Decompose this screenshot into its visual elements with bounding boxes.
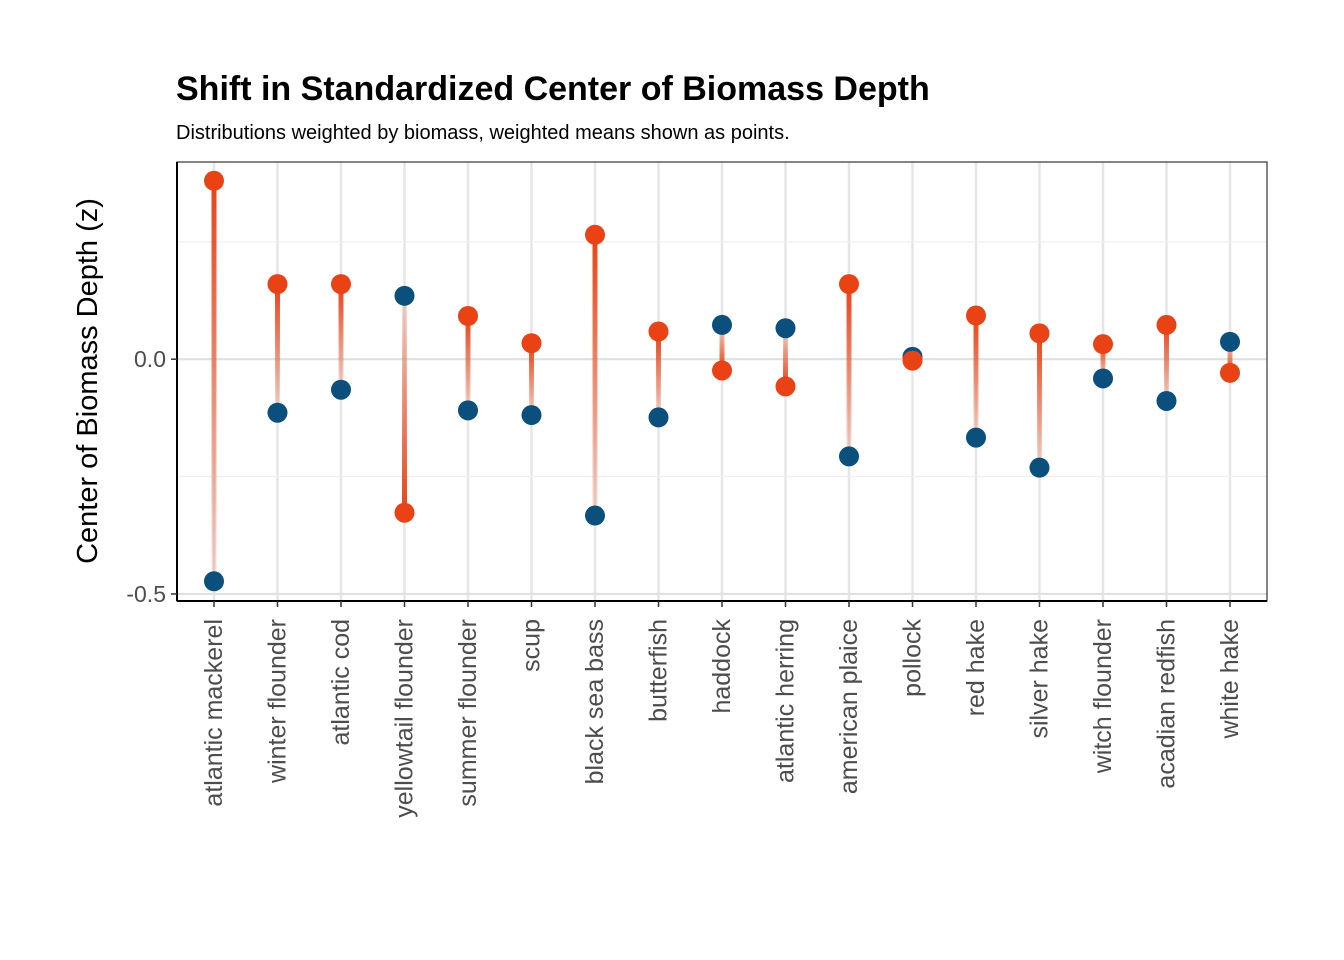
shift-segment (656, 331, 661, 418)
shift-segment (846, 284, 852, 457)
early-mean-point (521, 405, 542, 426)
late-mean-point (585, 224, 605, 245)
x-tick-label: witch flounder (1089, 619, 1117, 774)
mean-points (204, 170, 1240, 592)
early-mean-point (204, 571, 224, 592)
late-mean-point (775, 376, 796, 397)
shift-segment (973, 315, 979, 438)
x-tick-label: black sea bass (581, 619, 609, 784)
x-tick-label: summer flounder (454, 619, 482, 807)
shift-segment (592, 234, 598, 516)
early-mean-point (1029, 457, 1050, 478)
early-mean-point (585, 505, 605, 526)
late-mean-point (839, 274, 859, 295)
shift-segment (719, 324, 725, 371)
shift-segment (1100, 344, 1106, 379)
early-mean-point (712, 314, 732, 335)
shift-segment (1037, 333, 1042, 468)
early-mean-point (1156, 390, 1177, 411)
shift-segment (529, 343, 534, 416)
late-mean-point (458, 306, 478, 327)
x-tick-label: scup (518, 619, 546, 672)
early-mean-point (331, 379, 351, 400)
shift-segments (211, 180, 1233, 582)
x-tick-label: american plaice (835, 619, 863, 794)
shift-segment (1227, 341, 1233, 373)
shift-segment (275, 284, 280, 413)
shift-segment (465, 316, 471, 411)
x-tick-label: white hake (1216, 619, 1244, 740)
early-mean-point (267, 402, 288, 423)
x-tick-label: silver hake (1026, 619, 1054, 739)
x-tick-label: acadian redfish (1153, 619, 1181, 789)
late-mean-point (267, 274, 288, 295)
shift-segment (402, 295, 407, 513)
y-axis-label: Center of Biomass Depth (z) (72, 198, 104, 564)
late-mean-point (204, 170, 224, 191)
x-ticks: atlantic mackerel winter flounder atlantic… (200, 601, 1244, 818)
y-ticks: 0.0 -0.5 (126, 346, 177, 607)
shift-segment (1164, 324, 1169, 401)
x-tick-label: atlantic cod (327, 619, 355, 745)
x-tick-label: haddock (708, 619, 736, 714)
late-mean-point (902, 350, 923, 371)
late-mean-point (1029, 323, 1050, 344)
early-mean-point (1093, 368, 1113, 389)
x-tick-label: butterfish (645, 619, 673, 722)
late-mean-point (966, 305, 986, 326)
late-mean-point (1093, 334, 1113, 355)
early-mean-point (775, 318, 796, 339)
early-mean-point (966, 427, 986, 448)
early-mean-point (394, 285, 415, 306)
late-mean-point (521, 333, 542, 354)
shift-segment (783, 328, 788, 387)
shift-segment (338, 284, 344, 390)
x-tick-label: pollock (899, 619, 927, 697)
x-tick-label: red hake (962, 619, 990, 716)
early-mean-point (839, 446, 859, 467)
late-mean-point (1220, 362, 1240, 383)
late-mean-point (712, 360, 732, 381)
x-tick-label: yellowtail flounder (391, 619, 419, 818)
early-mean-point (648, 407, 669, 428)
late-mean-point (1156, 314, 1177, 335)
late-mean-point (331, 274, 351, 295)
x-tick-label: atlantic herring (772, 619, 800, 783)
x-tick-label: atlantic mackerel (200, 619, 228, 807)
late-mean-point (394, 502, 415, 523)
early-mean-point (1220, 331, 1240, 352)
chart-subtitle: Distributions weighted by biomass, weigh… (176, 122, 790, 144)
early-mean-point (458, 400, 478, 421)
y-tick-label: -0.5 (126, 581, 166, 607)
shift-segment (211, 180, 217, 582)
late-mean-point (648, 321, 669, 342)
y-tick-label: 0.0 (134, 346, 166, 372)
chart-title: Shift in Standardized Center of Biomass … (176, 70, 930, 108)
x-tick-label: winter flounder (264, 619, 292, 784)
